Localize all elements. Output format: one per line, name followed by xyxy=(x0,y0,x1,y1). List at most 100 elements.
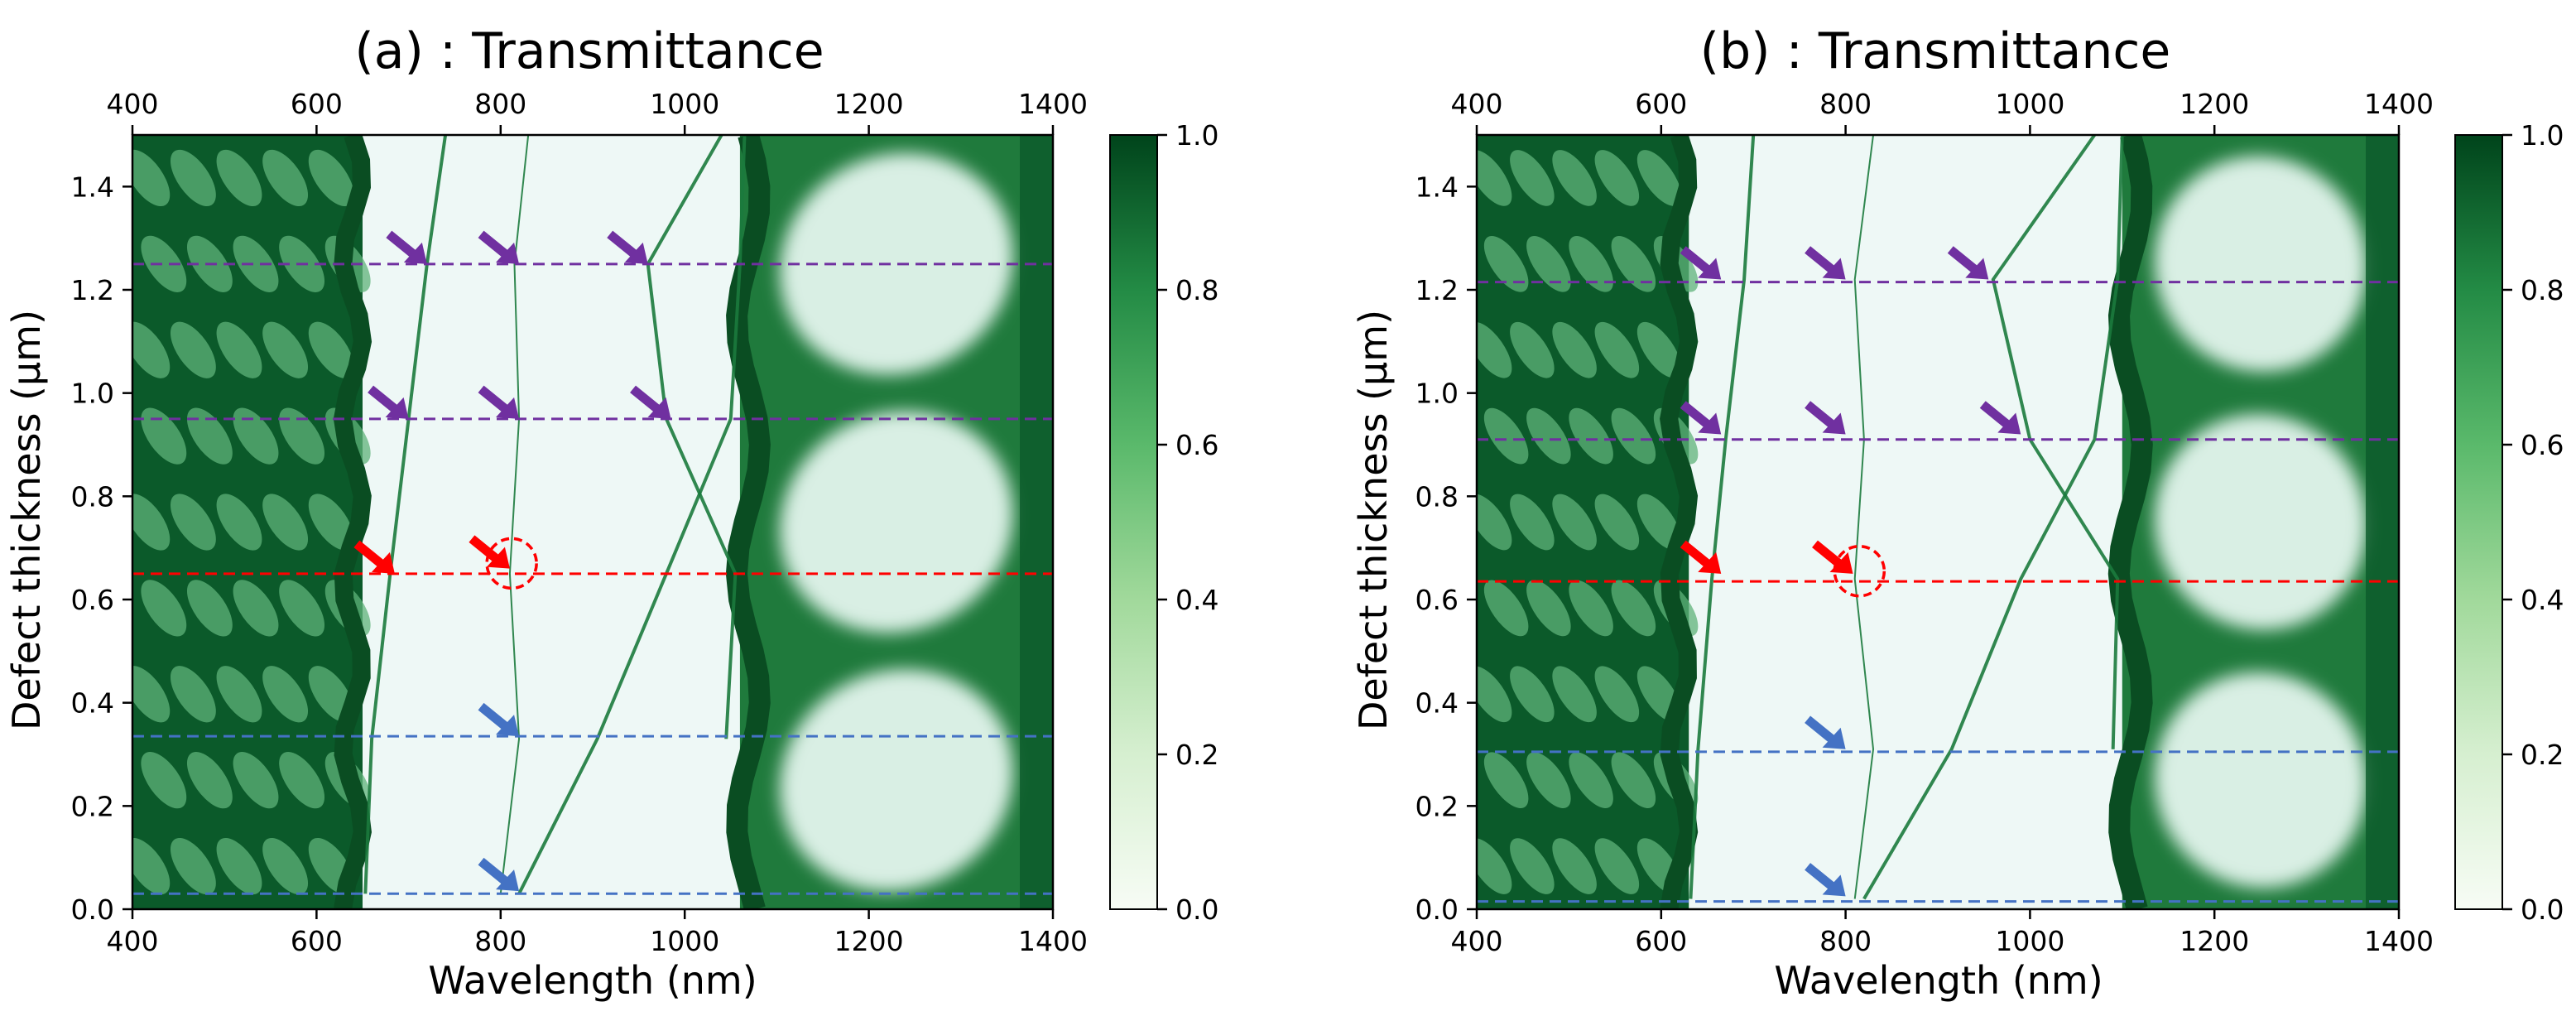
arrow-head xyxy=(1698,551,1722,574)
fringe-oval xyxy=(1594,838,1640,894)
long-wave-oval xyxy=(780,411,1013,633)
fringe-oval xyxy=(1552,838,1597,894)
fringe-oval xyxy=(132,149,171,207)
fringe-oval xyxy=(233,752,279,809)
fringe-oval xyxy=(233,580,279,637)
fringe-oval xyxy=(170,321,216,378)
fringe-oval xyxy=(1636,494,1682,551)
fringe-oval xyxy=(233,235,279,292)
arrow-shaft xyxy=(368,385,401,415)
arrow-icon xyxy=(1805,246,1846,280)
arrow-icon xyxy=(1680,540,1722,574)
fringe-oval xyxy=(1510,321,1555,378)
fringe-oval xyxy=(233,407,279,465)
y-axis-label-b: Defect thickness (μm) xyxy=(1351,310,1396,730)
fringe-oval xyxy=(216,149,262,207)
fringe-oval xyxy=(1611,235,1656,292)
fringe-oval xyxy=(1611,407,1656,465)
band-edge-right xyxy=(2107,135,2153,909)
x-tick-label: 400 xyxy=(107,925,159,957)
y-tick-label: 0.8 xyxy=(71,480,114,513)
x-tick-label: 1000 xyxy=(650,925,719,957)
arrow-head xyxy=(1698,258,1722,280)
arrow-icon xyxy=(478,230,520,264)
fringe-oval xyxy=(1552,321,1597,378)
arrow-shaft xyxy=(478,385,511,415)
fringe-oval xyxy=(262,837,309,895)
fringe-oval xyxy=(170,666,216,723)
fringe-oval xyxy=(1483,752,1529,809)
fringe-oval xyxy=(1636,321,1682,378)
y-tick-label: 1.2 xyxy=(71,274,114,306)
arrow-icon xyxy=(478,857,520,892)
arrow-head xyxy=(496,397,520,419)
arrow-shaft xyxy=(1680,246,1713,275)
colorbar-tick-label: 0.8 xyxy=(1175,274,1218,306)
fringe-oval xyxy=(308,494,354,551)
y-tick-label: 0.0 xyxy=(1415,893,1459,926)
y-tick-label: 0.6 xyxy=(1415,584,1459,616)
arrow-head xyxy=(1822,727,1846,749)
y-tick-label: 0.4 xyxy=(71,687,114,720)
fringe-oval xyxy=(1483,407,1529,465)
fringe-oval xyxy=(132,494,171,551)
fringe-oval xyxy=(308,321,354,378)
arrow-shaft xyxy=(1680,401,1713,430)
band-edge-right xyxy=(725,135,771,909)
arrow-head xyxy=(496,715,520,737)
arrow-icon xyxy=(1680,246,1722,280)
fringe-oval xyxy=(1483,580,1529,637)
fringe-oval xyxy=(170,837,216,895)
arrow-head xyxy=(403,242,427,264)
colorbar-ticks-b: 0.0 0.2 0.4 0.6 0.8 1.0 xyxy=(2502,119,2564,926)
long-wave-oval xyxy=(2155,156,2367,372)
heatmap-a xyxy=(132,135,1053,909)
arrow-shaft xyxy=(1979,401,2012,430)
arrow-shaft xyxy=(1805,863,1838,892)
arrow-icon xyxy=(1947,246,1989,280)
y-tick-label: 1.0 xyxy=(1415,378,1459,410)
x-tick-label-top: 1400 xyxy=(2364,88,2434,120)
fringe-oval xyxy=(1477,321,1512,378)
fringe-oval xyxy=(262,321,309,378)
colorbar-tick-label: 0.2 xyxy=(2521,739,2564,771)
arrow-head xyxy=(486,547,510,569)
arrow-icon xyxy=(1979,401,2021,435)
fringe-oval xyxy=(186,580,233,637)
x-tick-label-top: 400 xyxy=(1451,88,1503,120)
defect-mode-curve xyxy=(363,135,448,894)
y-tick-label: 1.0 xyxy=(71,378,114,410)
annotations-a xyxy=(132,230,1053,895)
x-tick-label: 600 xyxy=(1635,925,1687,957)
colorbar-tick-label: 0.0 xyxy=(2521,893,2564,926)
fringe-oval xyxy=(1552,150,1597,206)
fringe-oval xyxy=(308,149,354,207)
fringe-oval xyxy=(132,666,171,723)
arrow-head xyxy=(496,869,520,892)
arrow-icon xyxy=(368,385,409,419)
arrow-head xyxy=(371,551,395,574)
defect-mode-curve xyxy=(499,135,530,894)
chart-title-b: (b) : Transmittance xyxy=(1700,22,2171,80)
fringe-oval xyxy=(1477,494,1512,551)
x-tick-label: 1400 xyxy=(2364,925,2434,957)
fringe-oval xyxy=(1477,150,1512,206)
dashed-circle-marker xyxy=(485,537,538,590)
arrow-shaft xyxy=(1947,246,1980,275)
fringe-oval xyxy=(279,407,325,465)
arrow-icon xyxy=(353,540,395,574)
fringe-oval xyxy=(1611,580,1656,637)
arrow-head xyxy=(624,242,648,264)
arrow-icon xyxy=(607,230,648,264)
y-tick-label: 0.4 xyxy=(1415,687,1459,720)
arrow-icon xyxy=(478,385,520,419)
fringe-oval xyxy=(132,837,171,895)
y-tick-label: 0.8 xyxy=(1415,480,1459,513)
colorbar-tick-label: 1.0 xyxy=(1175,119,1218,152)
arrow-shaft xyxy=(1805,401,1838,430)
heatmap-layer xyxy=(1477,135,2399,909)
fringe-oval xyxy=(141,235,187,292)
chart-title-a: (a) : Transmittance xyxy=(354,22,824,80)
y-tick-label: 0.2 xyxy=(71,790,114,822)
fringe-oval xyxy=(1569,407,1613,465)
